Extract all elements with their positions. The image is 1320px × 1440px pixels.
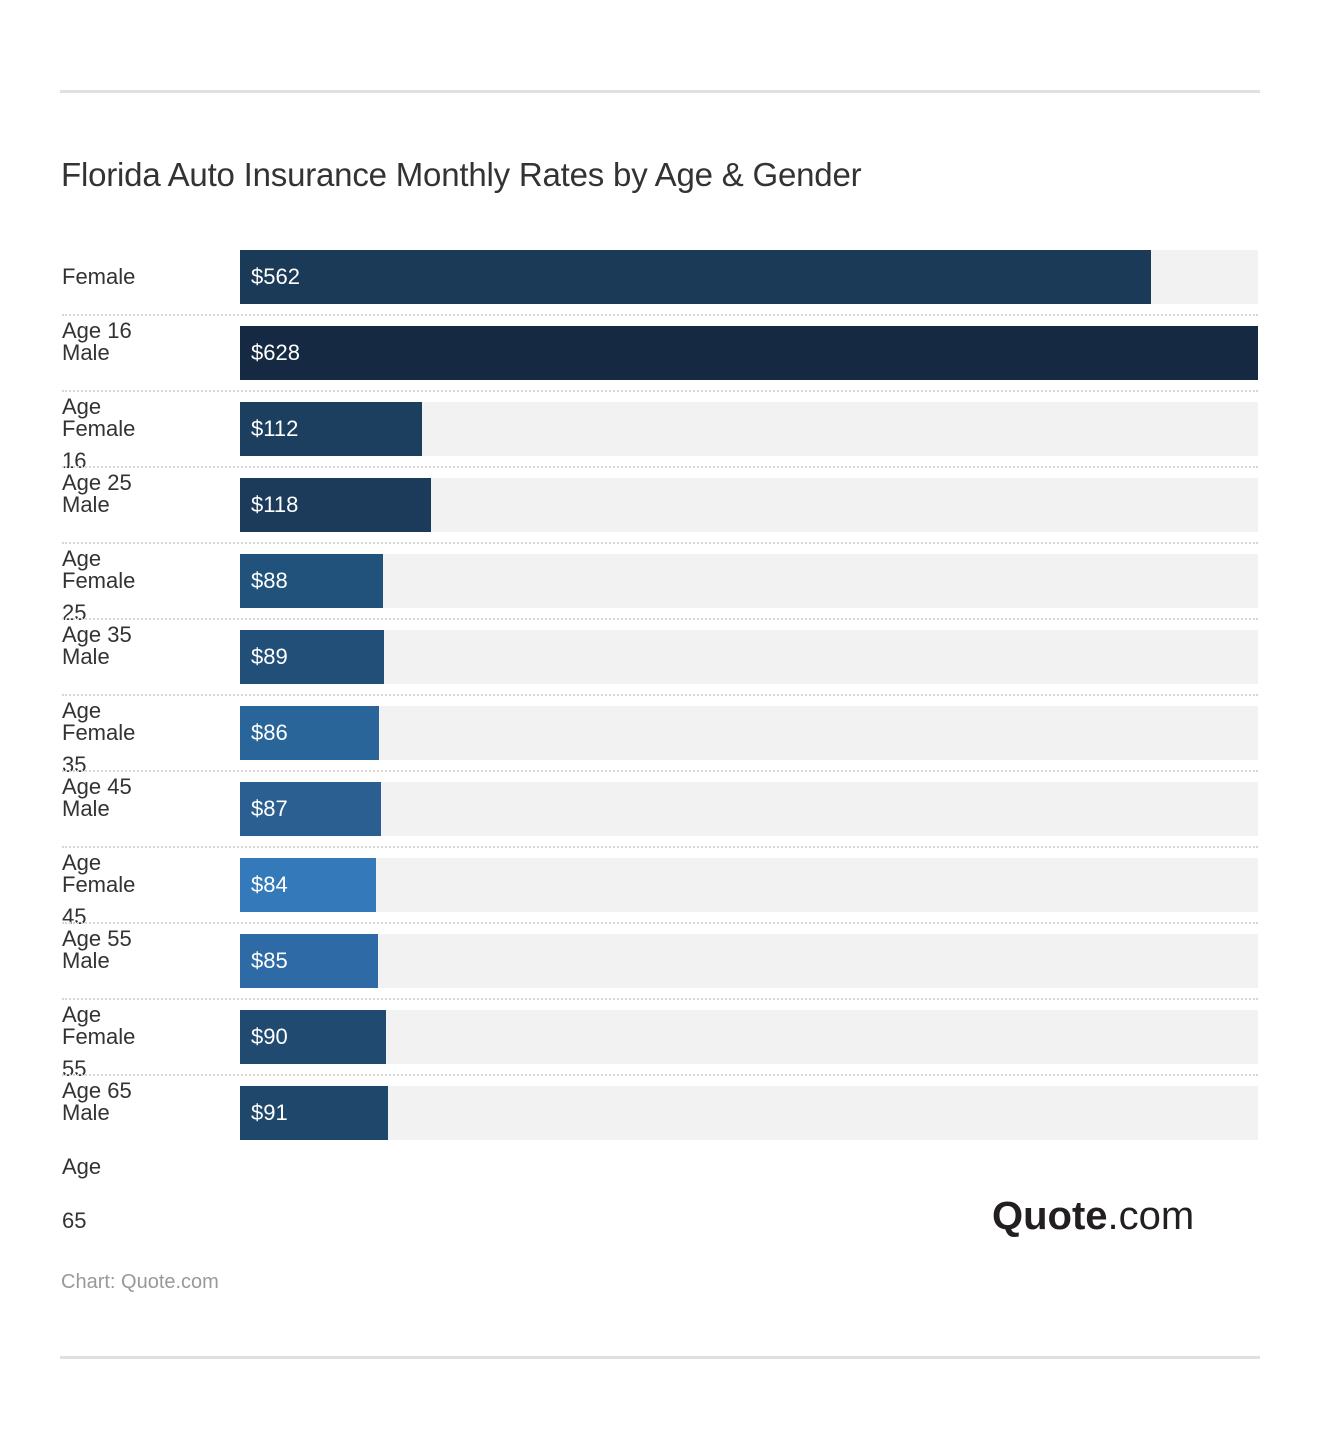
value-label: $628	[251, 340, 300, 365]
bar	[240, 250, 1151, 304]
bar	[240, 934, 378, 988]
bar-track	[240, 706, 1258, 760]
value-label: $88	[251, 568, 288, 593]
value-label: $87	[251, 796, 288, 821]
row-separator	[62, 314, 1258, 316]
category-label: Male Age 16	[62, 340, 110, 473]
category-label: Male Age 45	[62, 796, 110, 929]
category-label: Female Age 45	[62, 720, 136, 799]
top-divider	[60, 90, 1260, 93]
category-label: Male Age 35	[62, 644, 110, 777]
bar-track	[240, 554, 1258, 608]
category-label: Female Age 16	[62, 264, 136, 343]
bar-track	[240, 782, 1258, 836]
value-label: $562	[251, 264, 300, 289]
bar-track	[240, 934, 1258, 988]
bar-track	[240, 630, 1258, 684]
value-label: $112	[251, 416, 299, 441]
row-separator	[62, 922, 1258, 924]
chart-title: Florida Auto Insurance Monthly Rates by …	[61, 156, 862, 193]
category-label: Female Age 35	[62, 568, 136, 647]
bar	[240, 554, 383, 608]
category-label: Male Age 55	[62, 948, 110, 1081]
row-separator	[62, 618, 1258, 620]
category-label: Female Age 65	[62, 1024, 136, 1103]
bar	[240, 1010, 386, 1064]
bar	[240, 630, 385, 684]
value-label: $89	[251, 644, 288, 669]
row-separator	[62, 1074, 1258, 1076]
row-separator	[62, 998, 1258, 1000]
category-label: Female Age 25	[62, 416, 136, 495]
row-separator	[62, 466, 1258, 468]
bar	[240, 706, 380, 760]
row-separator	[62, 846, 1258, 848]
value-label: $91	[251, 1100, 288, 1125]
value-label: $85	[251, 948, 288, 973]
logo-bold-text: Quote	[992, 1194, 1108, 1238]
category-label: Male Age 65	[62, 1100, 110, 1233]
chart-source: Chart: Quote.com	[61, 1271, 219, 1293]
row-separator	[62, 694, 1258, 696]
bar	[240, 858, 377, 912]
bar-track	[240, 858, 1258, 912]
row-separator	[62, 542, 1258, 544]
bar-track	[240, 1010, 1258, 1064]
bar	[240, 1086, 388, 1140]
value-label: $118	[251, 492, 299, 517]
bar	[240, 402, 422, 456]
quote-logo: Quote.com	[992, 1194, 1194, 1239]
row-separator	[62, 390, 1258, 392]
logo-light-text: .com	[1107, 1194, 1195, 1238]
value-label: $90	[251, 1024, 288, 1049]
row-separator	[62, 770, 1258, 772]
value-label: $84	[251, 872, 288, 897]
bar	[240, 326, 1258, 380]
bar	[240, 478, 432, 532]
bar-track	[240, 1086, 1258, 1140]
bottom-divider	[60, 1356, 1260, 1359]
value-label: $86	[251, 720, 288, 745]
category-label: Female Age 55	[62, 872, 136, 951]
category-label: Male Age 25	[62, 492, 110, 625]
bar	[240, 782, 382, 836]
